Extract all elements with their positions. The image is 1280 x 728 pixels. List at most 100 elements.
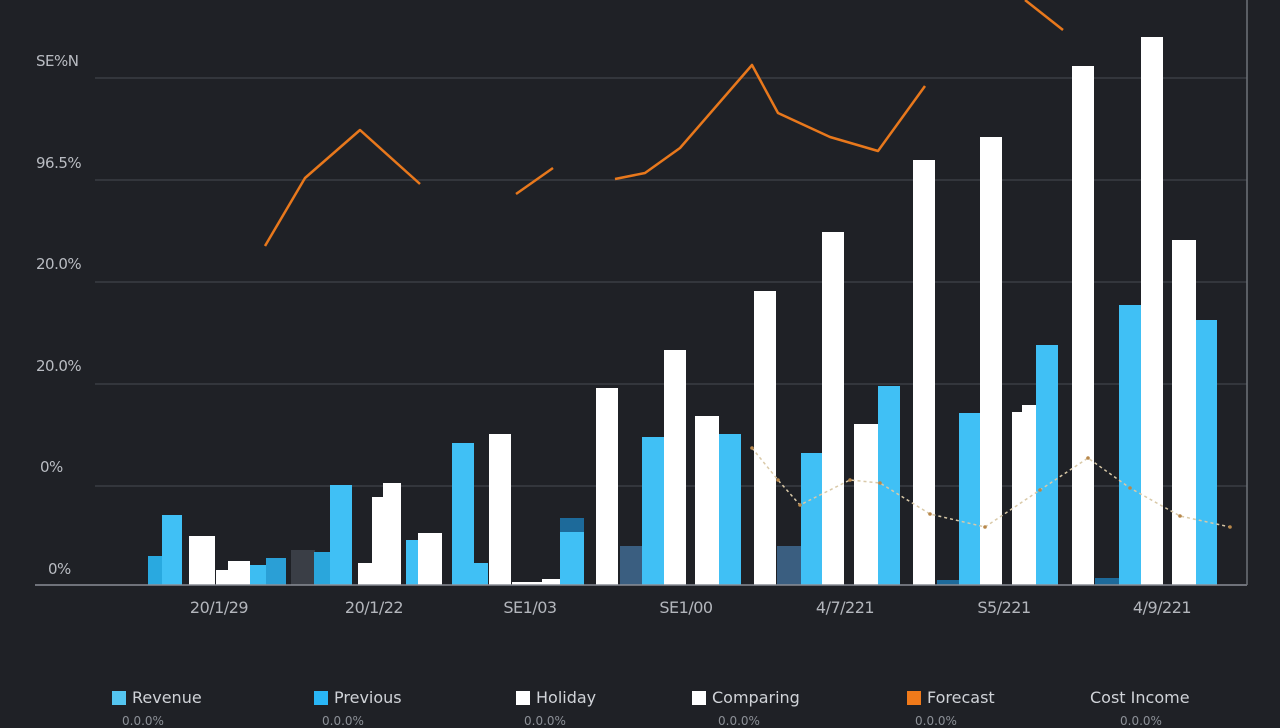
bar (937, 580, 959, 585)
forecast-line (614, 63, 927, 181)
bar-series (148, 37, 1217, 585)
line-marker (750, 446, 754, 450)
bar (1072, 66, 1094, 585)
bar (959, 413, 981, 585)
bar (642, 437, 664, 585)
line-marker (983, 525, 987, 529)
y-tick-label: 20.0% (36, 357, 82, 375)
bar (1119, 305, 1141, 585)
bar (291, 550, 315, 585)
bar (878, 386, 900, 585)
legend-label: Cost Income (1090, 688, 1190, 707)
forecast-line (263, 128, 421, 247)
line-marker (1128, 486, 1132, 490)
bar (1095, 578, 1119, 585)
line-marker (878, 481, 882, 485)
bar (474, 563, 488, 585)
bar (358, 563, 372, 585)
legend-swatch-icon (692, 690, 706, 705)
line-marker (798, 503, 802, 507)
bar (372, 497, 384, 585)
legend-sub-value: 0.0.0% (122, 714, 164, 728)
bar (596, 388, 618, 585)
y-tick-label: 96.5% (36, 154, 82, 172)
legend-sub-value: 0.0.0% (718, 714, 760, 728)
legend-swatch-icon (112, 690, 126, 705)
line-marker (848, 478, 852, 482)
bar (777, 546, 801, 585)
bar (228, 561, 250, 585)
bar (1141, 37, 1163, 585)
bar (913, 160, 935, 585)
bar (189, 536, 215, 585)
x-tick-label: SE1/00 (659, 598, 713, 617)
legend-item-comparing[interactable]: Comparing (692, 688, 800, 707)
y-tick-label: SE%N (36, 52, 79, 70)
y-tick-label: 0% (40, 458, 63, 476)
bar (542, 579, 560, 585)
y-tick-label: 20.0% (36, 255, 82, 273)
line-marker (1086, 456, 1090, 460)
bar (266, 558, 286, 585)
bar (406, 540, 418, 585)
legend-swatch-icon (314, 690, 328, 705)
legend-label: Revenue (132, 688, 202, 707)
legend-swatch-icon (907, 690, 921, 705)
legend-swatch-icon (516, 690, 530, 705)
bar (854, 424, 878, 585)
line-series (263, 0, 1232, 529)
y-tick-label: 0% (48, 560, 71, 578)
line-marker (1038, 488, 1042, 492)
bar (489, 434, 511, 585)
x-tick-label: 20/1/22 (344, 598, 404, 617)
line-marker (928, 512, 932, 516)
legend-item-revenue[interactable]: Revenue (112, 688, 202, 707)
bar (801, 453, 823, 585)
forecast-line (1024, 0, 1064, 31)
legend-sub-value: 0.0.0% (524, 714, 566, 728)
bar (418, 533, 442, 585)
bar (162, 515, 182, 585)
bar (1022, 405, 1036, 585)
bar (719, 434, 741, 585)
legend-sub-value: 0.0.0% (322, 714, 364, 728)
legend-item-cost-income[interactable]: Cost Income (1090, 688, 1190, 707)
line-marker (776, 478, 780, 482)
legend-label: Previous (334, 688, 402, 707)
bar (383, 483, 401, 585)
x-tick-label: S5/221 (977, 598, 1031, 617)
x-tick-label: 4/7/221 (815, 598, 875, 617)
bar (250, 565, 266, 585)
legend-item-previous[interactable]: Previous (314, 688, 402, 707)
x-tick-label: 4/9/221 (1132, 598, 1192, 617)
bar (695, 416, 719, 585)
bar (754, 291, 776, 585)
line-marker (1178, 514, 1182, 518)
bar (330, 485, 352, 585)
bar (1036, 345, 1058, 585)
x-tick-label: SE1/03 (503, 598, 557, 617)
bar (216, 570, 228, 585)
legend-item-forecast[interactable]: Forecast (907, 688, 995, 707)
bar (664, 350, 686, 585)
legend-item-holiday[interactable]: Holiday (516, 688, 596, 707)
forecast-line (515, 166, 554, 196)
legend-label: Comparing (712, 688, 800, 707)
bar (822, 232, 844, 585)
bar (1196, 320, 1217, 585)
legend-label: Holiday (536, 688, 597, 707)
line-marker (1228, 525, 1232, 529)
bar (314, 552, 330, 585)
legend-sub-value: 0.0.0% (1120, 714, 1162, 728)
legend-label: Forecast (927, 688, 995, 707)
bar (148, 556, 162, 585)
cost-income-line (751, 447, 1231, 528)
bar (560, 532, 584, 585)
bar (452, 443, 474, 585)
bar (528, 582, 542, 585)
bar (1172, 240, 1196, 585)
bar (1012, 412, 1024, 585)
bar (980, 137, 1002, 585)
